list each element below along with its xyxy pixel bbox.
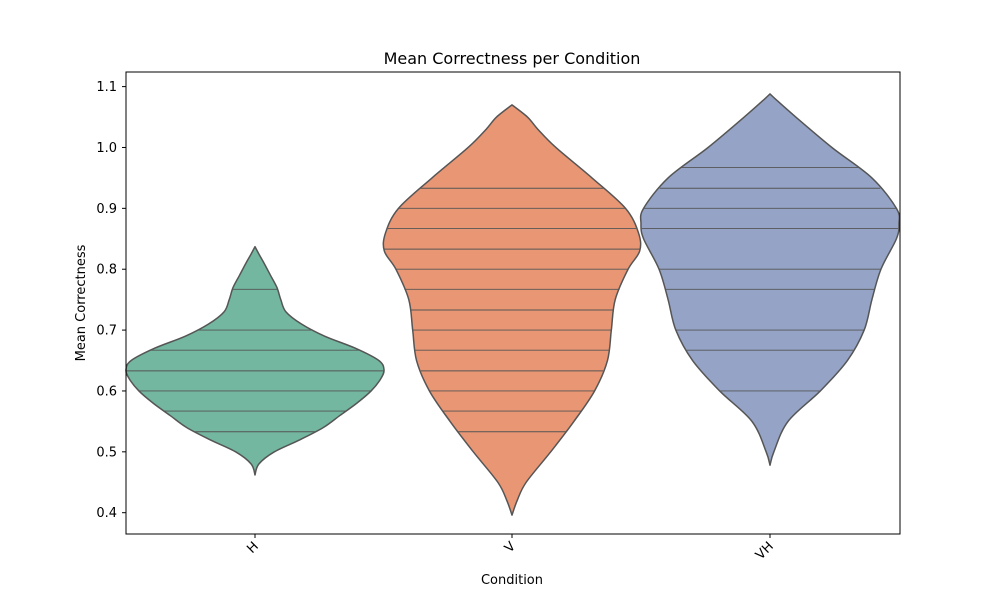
x-tick-label: VH: [753, 539, 777, 563]
y-tick-label: 0.4: [96, 506, 117, 521]
y-tick-label: 0.7: [96, 324, 117, 339]
violin-group: [125, 93, 901, 516]
x-tick-label: V: [502, 539, 519, 556]
y-tick-label: 0.5: [96, 445, 117, 460]
y-tick-label: 0.6: [96, 384, 117, 399]
violin-VH: [639, 93, 901, 466]
x-axis-label: Condition: [481, 573, 543, 588]
y-axis-label: Mean Correctness: [74, 244, 89, 361]
y-axis: 0.4 0.5 0.6 0.7 0.8 0.9 1.0 1.1: [96, 80, 126, 521]
chart-title: Mean Correctness per Condition: [384, 49, 641, 68]
y-tick-label: 0.9: [96, 202, 117, 217]
x-tick-label: H: [244, 539, 262, 557]
violin-H: [125, 245, 385, 476]
y-tick-label: 1.1: [96, 80, 117, 95]
y-tick-label: 0.8: [96, 263, 117, 278]
y-tick-label: 1.0: [96, 141, 117, 156]
plot-frame: [125, 71, 901, 535]
x-axis: H V VH: [244, 534, 777, 563]
